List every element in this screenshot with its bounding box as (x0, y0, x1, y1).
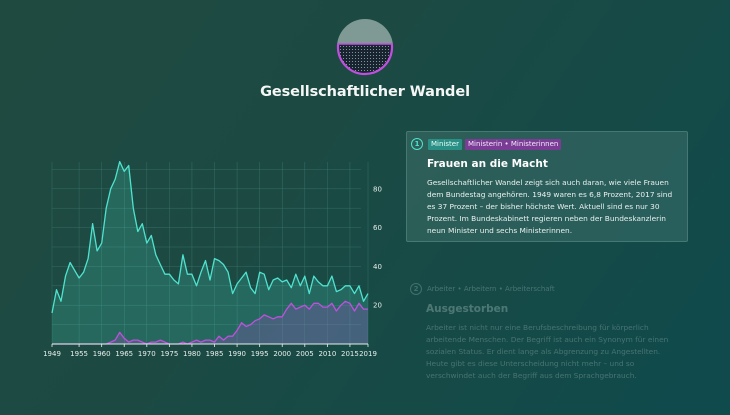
card-body: Gesellschaftlicher Wandel zeigt sich auc… (427, 178, 673, 235)
chart-grid (51, 162, 369, 344)
word-tag: Minister (428, 138, 462, 150)
y-tick-label: 60 (373, 224, 382, 232)
chart: 1949 1955 1960 1965 1970 1975 1980 1985 1990 1995… (40, 150, 385, 365)
y-tick-label: 80 (373, 185, 382, 193)
series-area-1 (52, 161, 368, 344)
x-tick-label: 1985 (206, 350, 224, 358)
logo (336, 18, 394, 76)
info-card-2[interactable]: 2 Arbeiter • Arbeitern • Arbeiterschaft … (406, 277, 688, 387)
x-tick-label: 2010 (318, 350, 336, 358)
info-card-1[interactable]: 1 Minister Ministerin • Ministerinnen Fr… (406, 131, 688, 242)
x-tick-label: 1970 (138, 350, 156, 358)
chart-axes: 1949 1955 1960 1965 1970 1975 1980 1985 1990 1995… (43, 185, 382, 358)
card-body: Arbeiter ist nicht nur eine Berufsbeschr… (426, 323, 669, 380)
x-tick-label: 1990 (228, 350, 246, 358)
card-header: 1 Minister Ministerin • Ministerinnen (411, 137, 564, 151)
series-area-2 (52, 301, 368, 344)
area-chart-svg: 1949 1955 1960 1965 1970 1975 1980 1985 1990 1995… (43, 160, 382, 358)
x-tick-label: 1965 (115, 350, 133, 358)
x-tick-label: 2019 (359, 350, 377, 358)
y-tick-label: 40 (373, 263, 382, 271)
x-tick-label: 2000 (273, 350, 291, 358)
x-tick-label: 2015 (341, 350, 359, 358)
y-tick-label: 20 (373, 302, 382, 310)
x-tick-label: 2005 (296, 350, 314, 358)
half-filled-circle-icon (336, 19, 394, 76)
word-variants-tag: Ministerin • Ministerinnen (464, 138, 562, 150)
x-tick-label: 1960 (93, 350, 111, 358)
card-number-badge: 1 (411, 138, 423, 150)
x-tick-label: 1955 (70, 350, 88, 358)
x-tick-label: 1995 (251, 350, 269, 358)
page-title: Gesellschaftlicher Wandel (260, 84, 470, 100)
card-number-badge: 2 (410, 283, 422, 295)
card-header: 2 Arbeiter • Arbeitern • Arbeiterschaft (410, 282, 558, 296)
card-title: Ausgestorben (426, 303, 509, 315)
x-tick-label: 1975 (160, 350, 178, 358)
word-variants-tag: Arbeiter • Arbeitern • Arbeiterschaft (427, 284, 555, 293)
x-tick-label: 1980 (183, 350, 201, 358)
chart-series (51, 160, 369, 345)
card-title: Frauen an die Macht (427, 158, 548, 170)
x-tick-label: 1949 (43, 350, 61, 358)
